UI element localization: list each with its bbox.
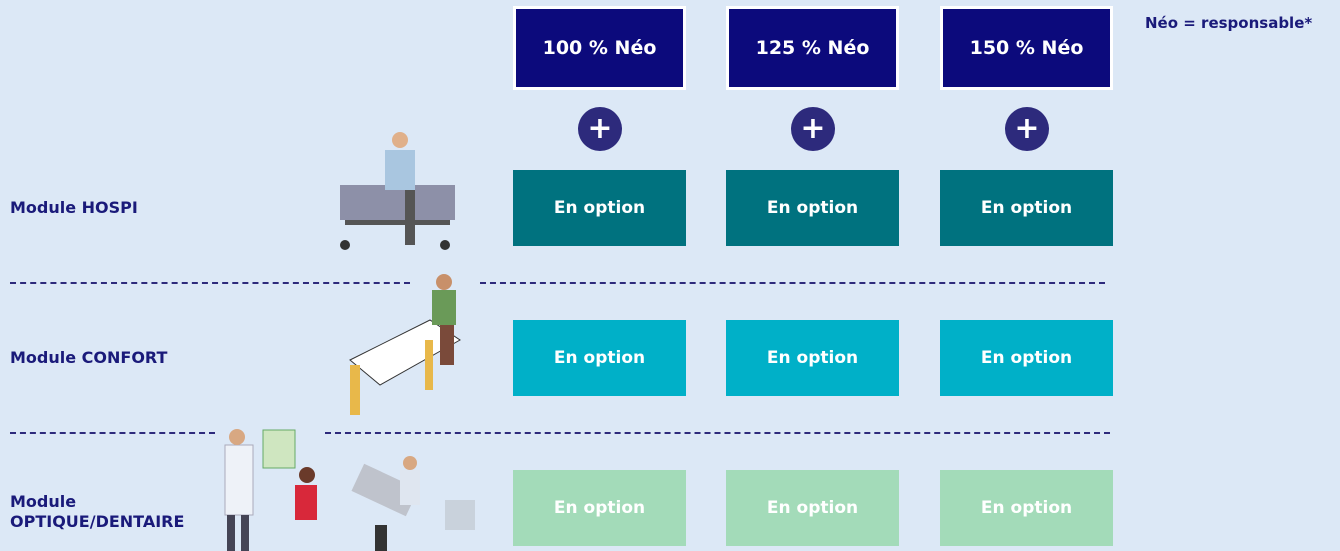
optique-dentaire-illustration bbox=[224, 429, 475, 551]
option-box: En option bbox=[513, 470, 686, 546]
separator bbox=[325, 432, 1110, 434]
massage-illustration bbox=[349, 274, 461, 415]
plus-icon: + bbox=[1005, 107, 1049, 151]
option-box: En option bbox=[513, 320, 686, 396]
option-box: En option bbox=[940, 320, 1113, 396]
row-label: Module OPTIQUE/DENTAIRE bbox=[10, 492, 185, 531]
note: Néo = responsable* bbox=[1145, 14, 1313, 32]
separator bbox=[10, 282, 410, 284]
column-header: 100 % Néo bbox=[513, 6, 686, 90]
hospital-illustration bbox=[340, 132, 455, 250]
row-label: Module HOSPI bbox=[10, 198, 138, 217]
option-box: En option bbox=[940, 170, 1113, 246]
option-box: En option bbox=[726, 320, 899, 396]
option-box: En option bbox=[940, 470, 1113, 546]
column-header: 150 % Néo bbox=[940, 6, 1113, 90]
column-header: 125 % Néo bbox=[726, 6, 899, 90]
separator bbox=[10, 432, 215, 434]
option-box: En option bbox=[726, 470, 899, 546]
option-box: En option bbox=[513, 170, 686, 246]
option-box: En option bbox=[726, 170, 899, 246]
row-label: Module CONFORT bbox=[10, 348, 168, 367]
plus-icon: + bbox=[578, 107, 622, 151]
plus-icon: + bbox=[791, 107, 835, 151]
separator bbox=[480, 282, 1105, 284]
